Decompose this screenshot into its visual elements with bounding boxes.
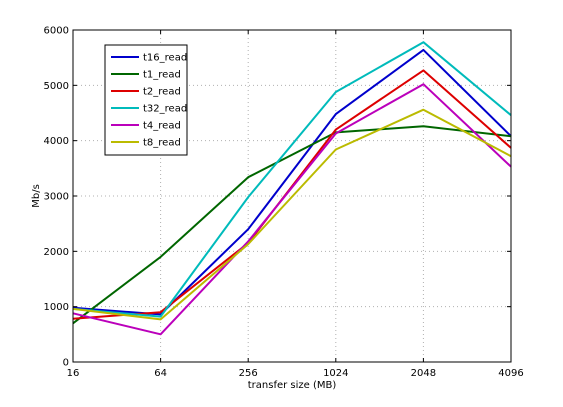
- legend-label: t16_read: [143, 53, 187, 64]
- x-tick-label: 4096: [498, 368, 523, 379]
- tick-labels: 16 64 256 1024 2048 4096 0 1000 2000 3000 4000 5000…: [44, 26, 524, 380]
- y-tick-label: 2000: [44, 247, 69, 258]
- x-tick-label: 2048: [411, 368, 436, 379]
- x-tick-label: 1024: [323, 368, 348, 379]
- legend-label: t8_read: [143, 138, 181, 149]
- x-axis-label: transfer size (MB): [248, 380, 337, 391]
- legend-label: t2_read: [143, 87, 181, 98]
- x-tick-label: 64: [154, 368, 167, 379]
- series-line-t1_read: [72, 125, 512, 325]
- y-tick-label: 0: [63, 358, 69, 369]
- series-lines: [72, 41, 512, 336]
- legend-box: [104, 44, 188, 156]
- series-line-t4_read: [72, 83, 512, 336]
- legend-label: t1_read: [143, 70, 181, 81]
- x-tick-label: 256: [239, 368, 258, 379]
- series-line-t8_read: [72, 108, 512, 321]
- series-line-t32_read: [72, 41, 512, 318]
- y-tick-label: 6000: [44, 26, 69, 37]
- legend-label: t4_read: [143, 121, 181, 132]
- x-tick-label: 16: [67, 368, 80, 379]
- y-axis-label: Mb/s: [31, 184, 42, 208]
- axis-ticks: [72, 29, 512, 363]
- y-tick-label: 5000: [44, 81, 69, 92]
- y-tick-label: 3000: [44, 192, 69, 203]
- legend: t16_read t1_read t2_read t32_read t4_read t8_…: [104, 44, 188, 156]
- y-tick-label: 1000: [44, 302, 69, 313]
- legend-label: t32_read: [143, 104, 187, 115]
- y-tick-label: 4000: [44, 136, 69, 147]
